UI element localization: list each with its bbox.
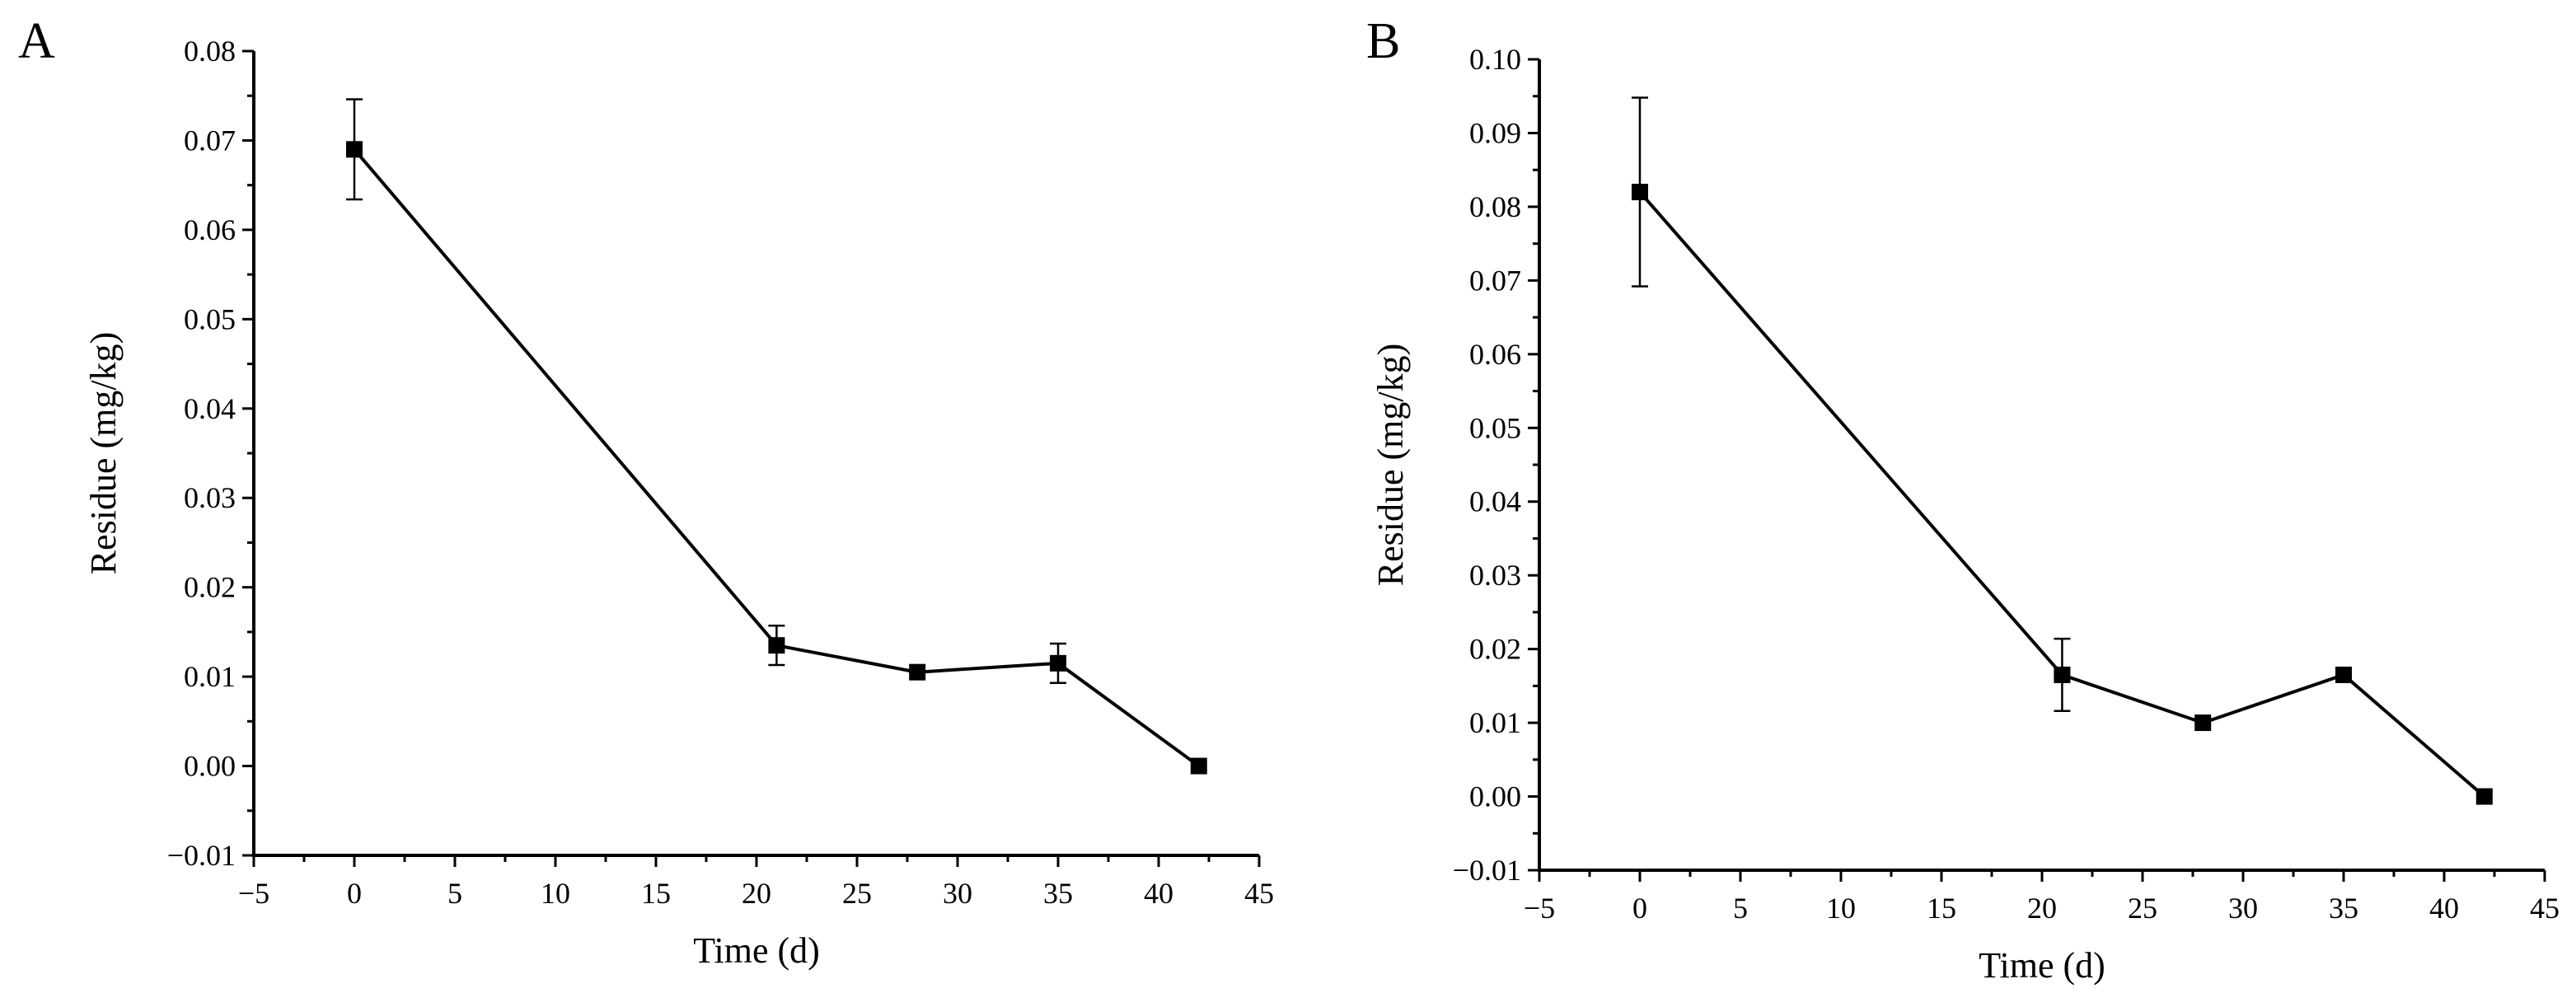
panel-b-y-tick-label: 0.04	[1469, 485, 1521, 518]
panel-a-y-tick-label: 0.08	[184, 35, 236, 68]
panel-a-series-line	[353, 148, 1200, 768]
panel-b-x-tick-label: 25	[2128, 892, 2157, 925]
panel-a-x-tick-label: 20	[742, 877, 771, 910]
panel-b-x-tick-label: 15	[1927, 892, 1956, 925]
panel-b-data-point	[1632, 184, 1648, 201]
panel-label-a: A	[18, 13, 55, 69]
panel-b-y-tick-label: 0.03	[1469, 559, 1521, 592]
panel-a-y-tick-label: 0.02	[184, 571, 236, 604]
panel-b-x-tick-label: 0	[1632, 892, 1647, 925]
panel-a-data-point	[768, 637, 785, 654]
panel-a-data-point	[1190, 757, 1207, 775]
panel-a-x-tick-label: 25	[842, 877, 872, 910]
panel-a-x-tick-label: 35	[1043, 877, 1073, 910]
panel-a-x-tick-label: 0	[347, 877, 362, 910]
panel-a-x-tick-label: 15	[641, 877, 671, 910]
panel-a-y-tick-label: −0.01	[167, 839, 236, 872]
panel-b-x-tick-label: 20	[2027, 892, 2057, 925]
panel-a-x-tick-label: 45	[1244, 877, 1274, 910]
panel-b-y-tick-label: 0.08	[1469, 190, 1521, 223]
panel-b-data-point	[2054, 666, 2071, 683]
panel-a-y-tick-label: 0.07	[184, 124, 236, 157]
panel-a-y-tick-label: 0.04	[184, 392, 236, 425]
panel-b-x-tick-label: 40	[2429, 892, 2459, 925]
panel-a-x-tick-label: 5	[447, 877, 462, 910]
panel-b-y-axis-title: Residue (mg/kg)	[1370, 344, 1411, 587]
panel-b-data-point	[2335, 666, 2352, 683]
panel-a-y-tick-label: 0.00	[184, 750, 236, 783]
panel-b-y-tick-label: 0.05	[1469, 411, 1521, 444]
panel-a-y-tick-label: 0.05	[184, 302, 236, 335]
panel-b-x-tick-label: −5	[1524, 892, 1555, 925]
chart-panel-b: B −0.01 0.00 0.01 0.02 0.03 0.04 0.05 0.06 0.07 0…	[1366, 13, 2560, 986]
panel-b-y-tick-label: 0.02	[1469, 633, 1521, 666]
panel-a-x-tick-label: 30	[943, 877, 972, 910]
panel-b-x-tick-label: 5	[1733, 892, 1748, 925]
panel-b-x-axis-title: Time (d)	[1979, 945, 2105, 986]
panel-b-y-tick-label: 0.10	[1469, 43, 1521, 76]
panel-a-y-tick-label: 0.06	[184, 213, 236, 246]
panel-b-x-tick-label: 30	[2228, 892, 2258, 925]
panel-b-x-tick-label: 45	[2530, 892, 2560, 925]
panel-a-y-tick-label: 0.01	[184, 660, 236, 693]
panel-a-data-point	[909, 663, 926, 681]
panel-a-data-point	[346, 141, 363, 158]
panel-b-data-point	[2475, 788, 2493, 805]
panel-a-data-point	[1050, 654, 1066, 672]
panel-b-y-tick-label: −0.01	[1453, 854, 1521, 887]
panel-b-x-tick-label: 35	[2329, 892, 2358, 925]
panel-a-y-tick-label: 0.03	[184, 481, 236, 514]
chart-panel-a: A −0.01 0.00 0.01 0.02 0.03 0.04 0.05 0.06 0.07 0…	[18, 13, 1274, 971]
panel-a-x-tick-label: 10	[541, 877, 570, 910]
panel-b-y-tick-label: 0.01	[1469, 706, 1521, 739]
panel-b-data-point	[2194, 714, 2212, 732]
panel-a-x-tick-label: 40	[1144, 877, 1173, 910]
panel-a-x-axis-title: Time (d)	[693, 930, 820, 971]
panel-label-b: B	[1366, 13, 1400, 69]
panel-b-y-tick-label: 0.00	[1469, 780, 1521, 813]
panel-a-y-axis-title: Residue (mg/kg)	[83, 332, 124, 575]
panel-b-x-tick-label: 10	[1826, 892, 1856, 925]
panel-a-x-tick-label: −5	[238, 877, 269, 910]
panel-b-y-tick-label: 0.09	[1469, 116, 1521, 149]
panel-b-y-tick-label: 0.07	[1469, 264, 1521, 297]
panel-b-y-tick-label: 0.06	[1469, 338, 1521, 371]
